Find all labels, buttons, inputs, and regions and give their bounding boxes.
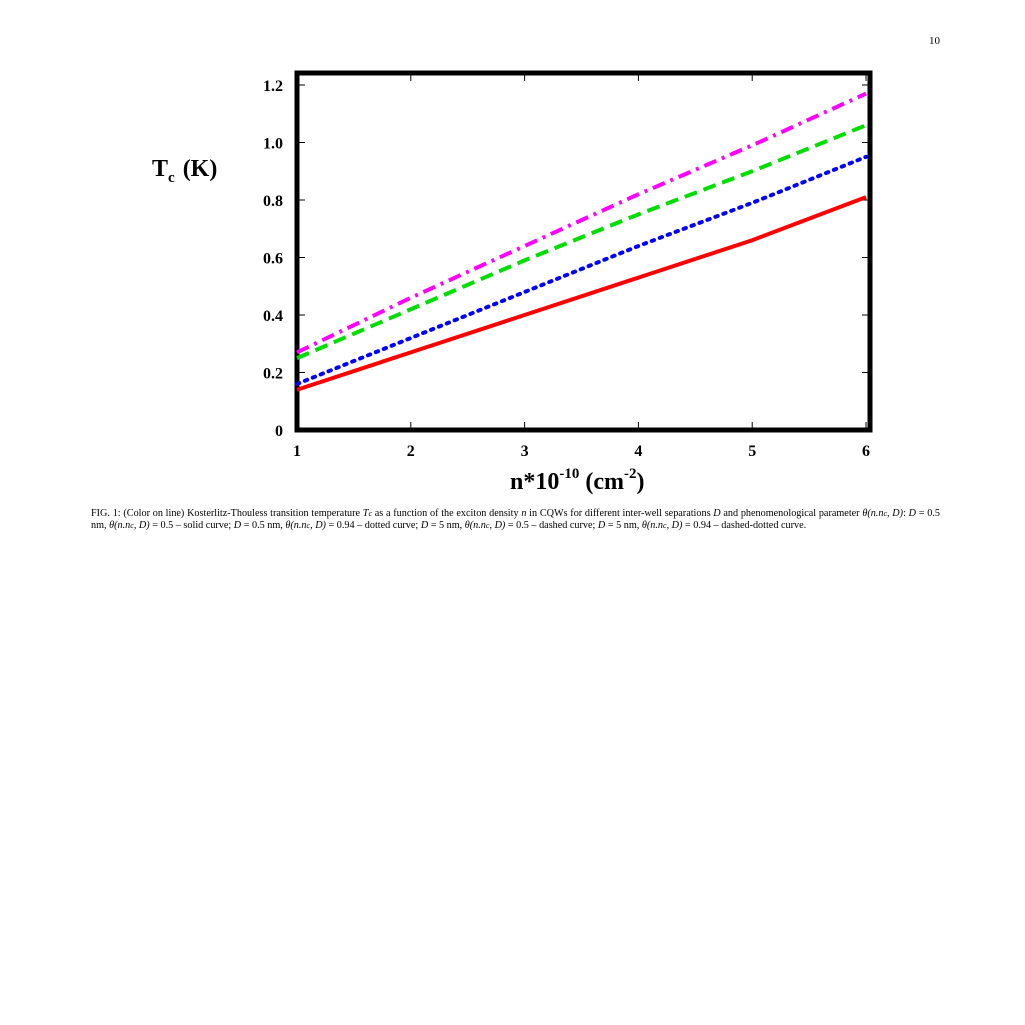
plot-frame: [294, 70, 873, 433]
figure-caption: FIG. 1: (Color on line) Kosterlitz-Thoul…: [91, 508, 940, 531]
x-tick-label: 6: [862, 443, 870, 460]
x-tick-label: 5: [748, 443, 756, 460]
figure: 1 2 3 4 5 6 0 0.2 0.4 0.6 0.8 1.0 1.2 Tc (K) n*10-10 (c…: [0, 0, 1025, 500]
series-line-dashdot: [296, 91, 867, 355]
y-tick-label: 1.2: [263, 78, 283, 95]
y-tick-label: 1.0: [263, 136, 283, 153]
series-line-dotted: [295, 154, 868, 386]
y-axis-label: Tc (K): [152, 156, 217, 186]
y-tick-label: 0: [275, 423, 283, 440]
y-tick-label: 0.2: [263, 366, 283, 383]
x-tick-label: 3: [521, 443, 529, 460]
x-tick-label: 2: [407, 443, 415, 460]
page-number: 10: [929, 35, 940, 47]
x-axis-label: n*10-10 (cm-2): [510, 466, 645, 495]
y-tick-label: 0.6: [263, 251, 283, 268]
series-line-dashed: [296, 123, 867, 360]
y-tick-label: 0.4: [263, 308, 283, 325]
series-line-solid: [296, 195, 867, 392]
y-tick-label: 0.8: [263, 193, 283, 210]
x-tick-label: 1: [293, 443, 301, 460]
x-tick-label: 4: [634, 443, 642, 460]
tc-vs-density-chart: 1 2 3 4 5 6 0 0.2 0.4 0.6 0.8 1.0 1.2 Tc (K) n*10-10 (c…: [152, 70, 873, 495]
